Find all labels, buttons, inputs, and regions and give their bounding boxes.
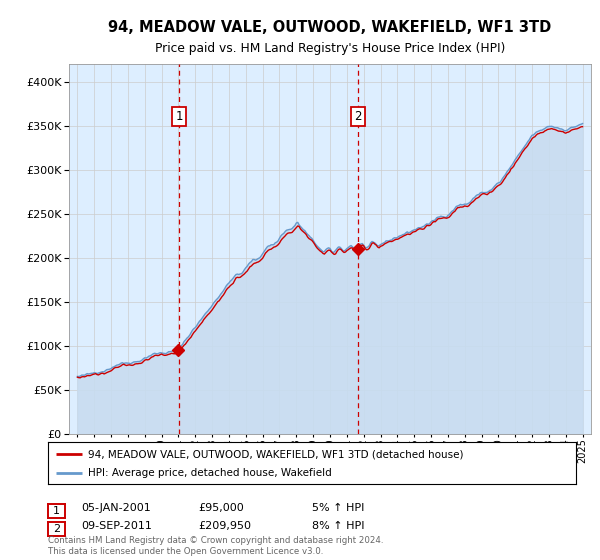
Text: 1: 1 [175, 110, 183, 123]
Text: 09-SEP-2011: 09-SEP-2011 [81, 521, 152, 531]
Text: 2: 2 [53, 525, 60, 534]
Text: 1: 1 [53, 506, 60, 516]
Text: 5% ↑ HPI: 5% ↑ HPI [312, 503, 364, 513]
Text: £209,950: £209,950 [198, 521, 251, 531]
Text: 8% ↑ HPI: 8% ↑ HPI [312, 521, 365, 531]
Text: 94, MEADOW VALE, OUTWOOD, WAKEFIELD, WF1 3TD: 94, MEADOW VALE, OUTWOOD, WAKEFIELD, WF1… [109, 20, 551, 35]
Text: 2: 2 [355, 110, 362, 123]
Text: Price paid vs. HM Land Registry's House Price Index (HPI): Price paid vs. HM Land Registry's House … [155, 42, 505, 55]
Text: £95,000: £95,000 [198, 503, 244, 513]
Text: Contains HM Land Registry data © Crown copyright and database right 2024.
This d: Contains HM Land Registry data © Crown c… [48, 536, 383, 556]
Text: HPI: Average price, detached house, Wakefield: HPI: Average price, detached house, Wake… [88, 468, 331, 478]
Text: 94, MEADOW VALE, OUTWOOD, WAKEFIELD, WF1 3TD (detached house): 94, MEADOW VALE, OUTWOOD, WAKEFIELD, WF1… [88, 449, 463, 459]
Text: 05-JAN-2001: 05-JAN-2001 [81, 503, 151, 513]
